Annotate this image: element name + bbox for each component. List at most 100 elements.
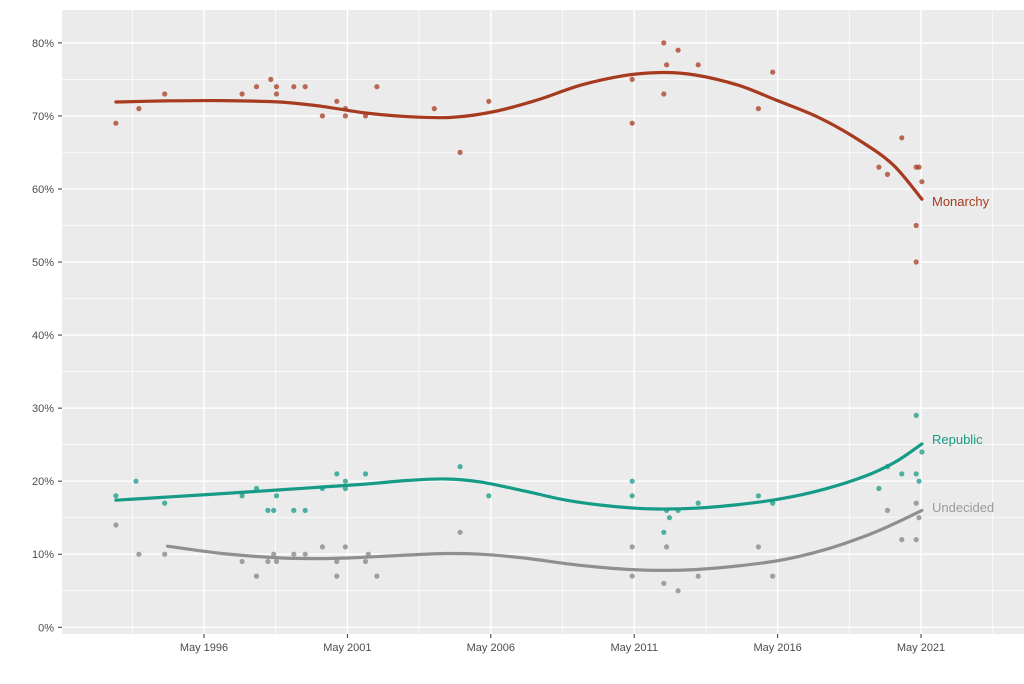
data-point: [342, 485, 348, 492]
data-point: [239, 493, 245, 499]
data-point: [675, 588, 681, 594]
data-point: [913, 259, 919, 265]
data-point: [273, 91, 280, 97]
data-point: [273, 84, 280, 90]
series-label-monarchy: Monarchy: [932, 194, 990, 209]
data-point: [629, 544, 635, 550]
data-point: [334, 471, 340, 477]
data-point: [661, 91, 667, 97]
data-point: [342, 478, 348, 484]
data-point: [666, 515, 673, 521]
data-point: [899, 135, 905, 141]
y-tick-label: 20%: [32, 476, 54, 488]
data-point: [374, 84, 380, 90]
data-point: [695, 62, 701, 68]
data-point: [457, 529, 463, 535]
data-point: [302, 507, 308, 513]
x-tick-label: May 1996: [180, 642, 228, 654]
y-tick-label: 60%: [32, 184, 54, 196]
data-point: [362, 558, 369, 565]
data-point: [919, 449, 925, 455]
data-point: [253, 84, 260, 90]
smooth-line-monarchy: [114, 70, 924, 201]
x-tick-label: May 2016: [753, 642, 801, 654]
data-point: [334, 573, 340, 579]
data-point: [291, 551, 297, 557]
minor-gridlines: [62, 10, 1024, 634]
data-point: [629, 478, 635, 484]
data-point: [913, 537, 919, 543]
x-tick-label: May 2011: [610, 642, 658, 654]
y-tick-label: 30%: [32, 403, 54, 415]
data-point: [113, 493, 119, 499]
data-point: [113, 522, 119, 528]
series-label-republic: Republic: [932, 432, 983, 447]
x-tick-label: May 2001: [323, 642, 371, 654]
data-point: [916, 515, 922, 521]
data-point: [876, 485, 882, 492]
data-point: [695, 500, 701, 506]
data-point: [916, 478, 922, 484]
data-point: [755, 493, 762, 499]
data-point: [629, 76, 635, 82]
data-point: [162, 500, 168, 506]
data-point: [342, 113, 348, 119]
data-point: [629, 573, 635, 579]
data-point: [362, 471, 369, 477]
data-point: [136, 106, 142, 112]
data-point: [770, 69, 776, 75]
data-point: [273, 493, 280, 499]
y-tick-label: 10%: [32, 549, 54, 561]
data-point: [629, 120, 635, 126]
data-point: [265, 558, 271, 565]
data-point: [664, 544, 670, 550]
data-point: [755, 106, 762, 112]
data-point: [457, 149, 463, 155]
data-point: [271, 551, 277, 557]
data-point: [319, 113, 325, 119]
data-point: [486, 98, 492, 104]
data-point: [695, 573, 701, 579]
data-point: [486, 493, 492, 499]
data-point: [268, 76, 274, 82]
data-point: [291, 84, 297, 90]
y-tick-label: 40%: [32, 330, 54, 342]
data-point: [162, 91, 168, 97]
data-point: [884, 507, 891, 513]
data-point: [239, 558, 245, 565]
data-point: [319, 544, 325, 550]
data-point: [302, 551, 308, 557]
data-point: [253, 573, 260, 579]
data-point: [113, 120, 119, 126]
data-point: [136, 551, 142, 557]
data-point: [664, 62, 670, 68]
data-point: [374, 573, 380, 579]
data-point: [884, 171, 891, 177]
major-gridlines: [62, 10, 1024, 634]
data-point: [334, 98, 340, 104]
data-point: [273, 558, 280, 565]
data-point: [913, 471, 919, 477]
data-point: [899, 537, 905, 543]
data-point: [162, 551, 168, 557]
series-points-monarchy: [113, 40, 925, 265]
data-point: [913, 412, 919, 418]
data-point: [913, 222, 919, 229]
data-point: [661, 40, 667, 46]
data-point: [876, 164, 882, 170]
y-tick-label: 50%: [32, 257, 54, 269]
data-point: [239, 91, 245, 97]
data-point: [629, 493, 635, 499]
y-tick-label: 0%: [38, 622, 54, 634]
smooth-line-undecided: [166, 508, 924, 572]
x-tick-label: May 2006: [467, 642, 515, 654]
data-point: [133, 478, 139, 484]
data-point: [661, 529, 667, 535]
data-point: [457, 464, 463, 470]
data-point: [334, 558, 340, 565]
data-point: [770, 573, 776, 579]
data-point: [302, 84, 308, 90]
data-point: [661, 580, 667, 587]
data-point: [913, 500, 919, 506]
data-point: [291, 507, 297, 513]
